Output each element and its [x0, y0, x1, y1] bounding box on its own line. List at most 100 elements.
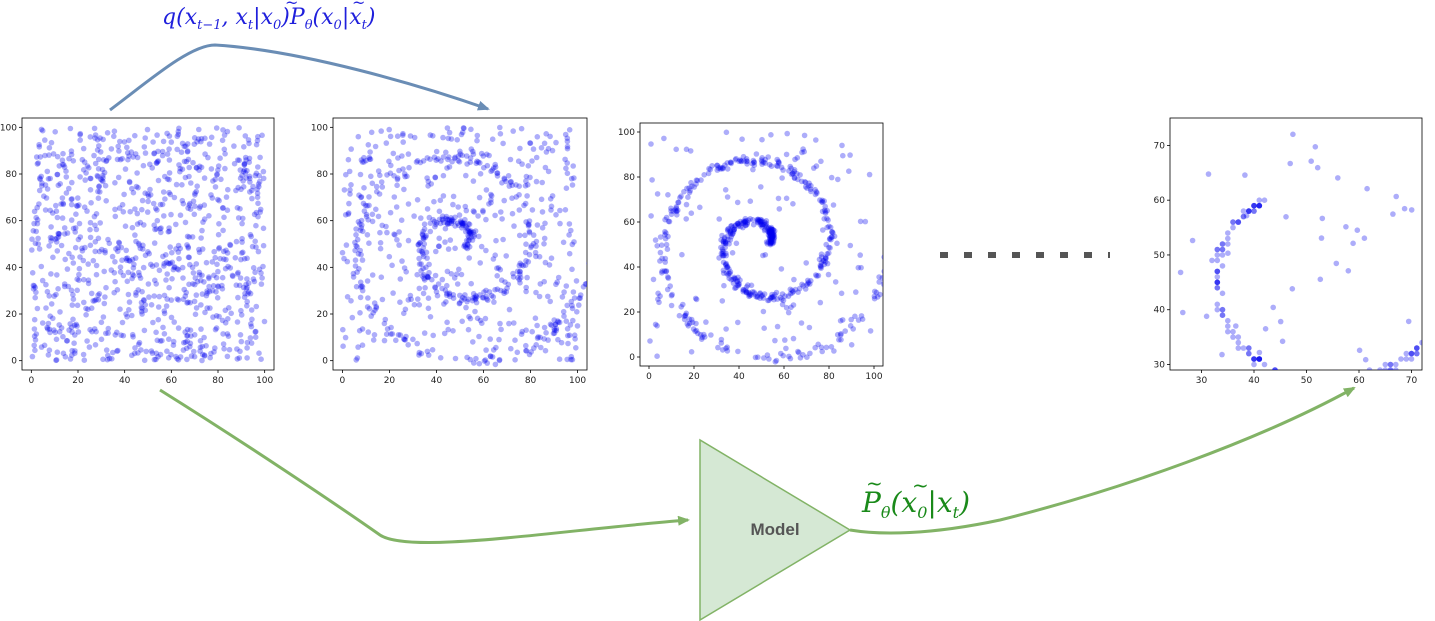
scatter-point [70, 225, 77, 232]
scatter-point [542, 164, 549, 171]
scatter-point [760, 221, 767, 228]
scatter-point [247, 179, 253, 185]
scatter-point [760, 295, 767, 301]
scatter-point [664, 246, 671, 252]
scatter-point [401, 336, 407, 342]
scatter-point [350, 274, 357, 280]
scatter-point [247, 231, 254, 238]
scatter-point [72, 244, 79, 251]
scatter-point [701, 172, 707, 178]
scatter-point [1409, 104, 1415, 110]
scatter-point [224, 128, 231, 135]
scatter-point [349, 314, 356, 321]
scatter-point [1120, 126, 1126, 132]
scatter-point [100, 157, 107, 163]
scatter-point [1073, 291, 1079, 297]
scatter-point [530, 146, 537, 152]
scatter-point [234, 271, 241, 277]
scatter-point [177, 212, 184, 218]
scatter-point [488, 168, 494, 175]
scatter-point [752, 354, 759, 361]
scatter-point [516, 262, 523, 269]
scatter-point [819, 199, 826, 205]
scatter-point [461, 125, 467, 132]
scatter-point [411, 134, 418, 141]
scatter-point [497, 320, 503, 327]
scatter-point [766, 228, 773, 234]
scatter-point [538, 196, 545, 203]
scatter-point [1430, 121, 1435, 127]
scatter-point [799, 281, 805, 288]
scatter-point [378, 274, 385, 281]
scatter-point [243, 157, 249, 163]
scatter-point [420, 228, 426, 235]
scatter-point [758, 293, 765, 300]
scatter-point [1194, 488, 1200, 494]
scatter-point [759, 222, 766, 228]
scatter-point [779, 301, 786, 308]
scatter-point [112, 332, 119, 338]
scatter-point [426, 261, 432, 268]
scatter-point [133, 238, 139, 245]
scatter-point [226, 305, 232, 311]
scatter-point [1325, 532, 1331, 538]
scatter-point [1167, 93, 1173, 99]
scatter-point [742, 222, 749, 228]
scatter-point [184, 300, 190, 306]
scatter-point [734, 278, 740, 285]
scatter-point [466, 221, 473, 228]
scatter-point [722, 162, 728, 168]
scatter-point [455, 204, 462, 210]
scatter-point [450, 295, 457, 302]
scatter-point [733, 240, 740, 247]
scatter-point [464, 354, 470, 361]
scatter-point [686, 189, 693, 196]
scatter-point [34, 220, 41, 227]
scatter-point [1125, 126, 1131, 132]
scatter-point [181, 143, 188, 150]
scatter-point [1279, 338, 1286, 345]
scatter-point [553, 325, 560, 332]
scatter-point [135, 350, 141, 356]
scatter-point [674, 212, 680, 218]
scatter-point [53, 208, 60, 214]
scatter-point [366, 240, 372, 246]
scatter-point [188, 333, 194, 339]
scatter-point [476, 360, 483, 367]
scatter-point [497, 287, 504, 294]
scatter-point [155, 177, 162, 184]
scatter-point [1256, 202, 1263, 209]
scatter-point [208, 166, 215, 172]
scatter-point [774, 296, 780, 302]
scatter-point [46, 145, 53, 151]
scatter-point [525, 163, 532, 169]
scatter-point [769, 239, 775, 245]
scatter-point [427, 132, 434, 138]
scatter-point [185, 244, 191, 250]
y-tick-label: 40 [6, 263, 18, 273]
scatter-point [735, 280, 742, 287]
scatter-point [1236, 55, 1242, 61]
scatter-point [150, 319, 156, 326]
scatter-point [732, 223, 738, 229]
scatter-point [718, 340, 725, 346]
scatter-point [361, 154, 367, 161]
scatter-point [472, 228, 479, 234]
scatter-point [766, 230, 773, 236]
scatter-point [98, 336, 105, 343]
scatter-point [1293, 50, 1299, 56]
scatter-point [146, 294, 152, 300]
scatter-point [1178, 77, 1184, 83]
scatter-point [1240, 345, 1247, 351]
scatter-point [204, 290, 210, 296]
scatter-point [130, 265, 137, 271]
scatter-point [518, 125, 525, 132]
scatter-point [510, 270, 516, 277]
scatter-point [216, 313, 222, 320]
scatter-point [1083, 334, 1089, 340]
scatter-point [1215, 499, 1221, 505]
scatter-point [147, 161, 153, 168]
scatter-point [157, 351, 164, 358]
scatter-point [420, 158, 427, 164]
scatter-point [142, 252, 149, 259]
